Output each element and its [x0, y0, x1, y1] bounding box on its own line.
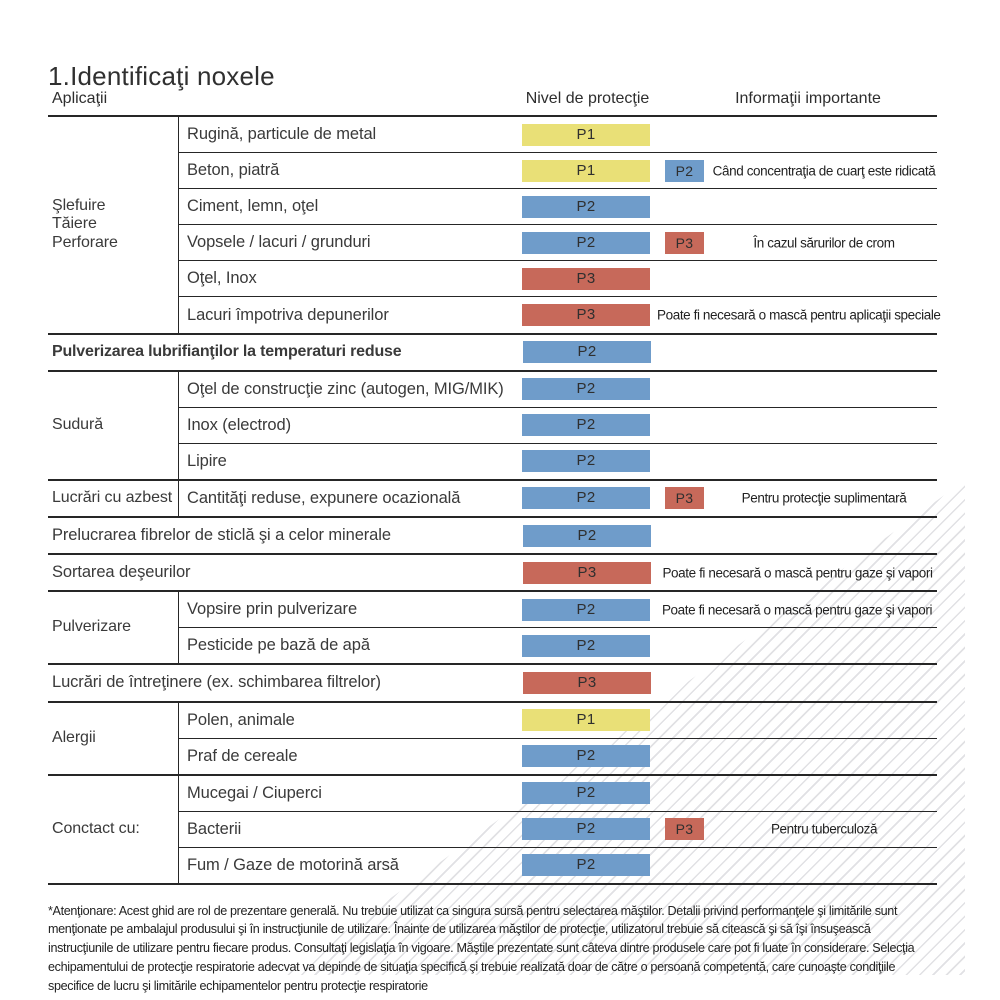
protection-level-secondary-badge: P3 [665, 818, 704, 841]
page-title: 1.Identificaţi noxele [48, 61, 275, 92]
hazard-label: Oţel, Inox [187, 269, 257, 288]
table-row: Inox (electrod) P2 [179, 406, 937, 443]
section-sortarea-deseurilor: Sortarea deşeurilor P3 Poate fi necesară… [48, 555, 937, 593]
important-info-note: Pentru protecţie suplimentară [741, 490, 907, 506]
application-group-label: Alergii [48, 702, 179, 774]
application-group-label: Pulverizare [48, 592, 179, 664]
protection-level-badge: P1 [522, 123, 650, 146]
protection-level-secondary-badge: P2 [665, 159, 704, 182]
hazard-label: Fum / Gaze de motorină arsă [187, 855, 399, 874]
table-row: Prelucrarea fibrelor de sticlă şi a celo… [48, 518, 937, 553]
hazard-label: Lipire [187, 451, 227, 470]
table-row: Sortarea deşeurilor P3 Poate fi necesară… [48, 555, 937, 590]
section-contact-cu: Conctact cu: Mucegai / Ciuperci P2 Bacte… [48, 775, 937, 885]
protection-level-badge: P2 [522, 782, 650, 805]
protection-level-secondary-badge: P3 [665, 231, 704, 254]
section-pulverizare: Pulverizare Vopsire prin pulverizare P2 … [48, 592, 937, 666]
table-row: Vopsire prin pulverizare P2 Poate fi nec… [179, 592, 937, 627]
table-row: Pulverizarea lubrifianţilor la temperatu… [48, 335, 937, 370]
hazard-label: Vopsele / lacuri / grunduri [187, 233, 371, 252]
hazard-label: Pulverizarea lubrifianţilor la temperatu… [52, 343, 402, 361]
protection-level-badge: P3 [522, 304, 650, 327]
table-row: Praf de cereale P2 [179, 737, 937, 774]
important-info-note: Pentru tuberculoză [770, 821, 878, 837]
important-info-note: Poate fi necesară o mască pentru aplicaţ… [657, 307, 941, 323]
protection-level-badge: P2 [522, 450, 650, 473]
hazard-label: Beton, piatră [187, 161, 280, 180]
table-row: Cantităţi reduse, expunere ocazională P2… [179, 481, 937, 516]
hazard-label: Lacuri împotriva depunerilor [187, 305, 389, 324]
hazard-label: Rugină, particule de metal [187, 125, 377, 144]
table-row: Lacuri împotriva depunerilor P3 Poate fi… [179, 296, 941, 332]
protection-level-badge: P2 [522, 818, 650, 841]
protection-level-badge: P2 [522, 414, 650, 437]
section-prelucrarea-fibrelor: Prelucrarea fibrelor de sticlă şi a celo… [48, 518, 937, 556]
column-header-protection-level: Nivel de protecţie [525, 90, 650, 107]
section-slefuire-taiere-perforare: Şlefuire Tăiere Perforare Rugină, partic… [48, 117, 941, 335]
hazard-label: Vopsire prin pulverizare [187, 600, 358, 619]
hazard-label: Oţel de construcţie zinc (autogen, MIG/M… [187, 379, 504, 398]
protection-level-badge: P1 [522, 159, 650, 182]
hazard-label: Pesticide pe bază de apă [187, 636, 370, 655]
hazard-label: Sortarea deşeurilor [52, 563, 191, 582]
protection-level-badge: P2 [523, 524, 651, 547]
section-sudura: Sudură Oţel de construcţie zinc (autogen… [48, 371, 937, 481]
application-group-label: Conctact cu: [48, 775, 179, 883]
protection-level-badge: P2 [523, 341, 651, 364]
protection-level-secondary-badge: P3 [665, 487, 704, 510]
hazard-label: Bacterii [187, 819, 242, 838]
protection-level-badge: P1 [522, 709, 650, 732]
section-alergii: Alergii Polen, animale P1 Praf de cereal… [48, 702, 937, 776]
table-row: Fum / Gaze de motorină arsă P2 [179, 846, 937, 883]
important-info-note: În cazul sărurilor de crom [753, 235, 895, 251]
section-lucrari-cu-azbest: Lucrări cu azbest Cantităţi reduse, expu… [48, 480, 937, 519]
protection-level-badge: P3 [523, 561, 651, 584]
column-headers: Aplicaţii Nivel de protecţie Informaţii … [48, 90, 937, 115]
protection-level-badge: P2 [522, 745, 650, 768]
important-info-note: Poate fi necesară o mască pentru gaze şi… [661, 602, 933, 618]
important-info-note: Când concentraţia de cuarţ este ridicată [712, 163, 936, 179]
protection-level-badge: P2 [522, 854, 650, 877]
protection-level-badge: P2 [522, 598, 650, 621]
table-row: Oţel, Inox P3 [179, 260, 937, 296]
protection-level-badge: P3 [523, 671, 651, 694]
hazard-label: Cantităţi reduse, expunere ocazională [187, 488, 461, 507]
section-lucrari-de-intretinere: Lucrări de întreţinere (ex. schimbarea f… [48, 665, 937, 703]
protection-level-badge: P2 [522, 378, 650, 401]
protection-level-badge: P3 [522, 267, 650, 290]
hazard-label: Praf de cereale [187, 746, 298, 765]
application-group-label: Lucrări cu azbest [48, 480, 179, 517]
protection-level-badge: P2 [522, 634, 650, 657]
protection-table: Şlefuire Tăiere Perforare Rugină, partic… [48, 115, 941, 885]
hazard-label: Lucrări de întreţinere (ex. schimbarea f… [52, 673, 381, 692]
application-group-label: Şlefuire Tăiere Perforare [48, 117, 179, 333]
table-row: Beton, piatră P1 P2 Când concentraţia de… [179, 152, 937, 188]
protection-level-badge: P2 [522, 195, 650, 218]
table-row: Mucegai / Ciuperci P2 [179, 776, 937, 811]
hazard-label: Polen, animale [187, 710, 295, 729]
application-group-label: Sudură [48, 371, 179, 479]
important-info-note: Poate fi necesară o mască pentru gaze şi… [662, 565, 933, 581]
table-row: Rugină, particule de metal P1 [179, 117, 937, 152]
table-row: Ciment, lemn, oţel P2 [179, 188, 937, 224]
hazard-label: Prelucrarea fibrelor de sticlă şi a celo… [52, 526, 391, 545]
protection-level-badge: P2 [522, 231, 650, 254]
table-row: Polen, animale P1 [179, 703, 937, 738]
protection-level-badge: P2 [522, 487, 650, 510]
hazard-label: Ciment, lemn, oţel [187, 197, 319, 216]
table-row: Bacterii P2 P3 Pentru tuberculoză [179, 810, 937, 847]
table-row: Pesticide pe bază de apă P2 [179, 627, 937, 663]
table-row: Oţel de construcţie zinc (autogen, MIG/M… [179, 372, 937, 407]
disclaimer-footnote: *Atenţionare: Acest ghid are rol de prez… [48, 903, 915, 994]
hazard-label: Mucegai / Ciuperci [187, 783, 322, 802]
hazard-label: Inox (electrod) [187, 415, 291, 434]
table-row: Lucrări de întreţinere (ex. schimbarea f… [48, 665, 937, 700]
section-pulverizarea-lubrifiantilor: Pulverizarea lubrifianţilor la temperatu… [48, 335, 937, 372]
column-header-applications: Aplicaţii [52, 90, 108, 107]
table-row: Lipire P2 [179, 442, 937, 479]
column-header-important-info: Informaţii importante [735, 90, 881, 107]
table-row: Vopsele / lacuri / grunduri P2 P3 În caz… [179, 224, 937, 260]
